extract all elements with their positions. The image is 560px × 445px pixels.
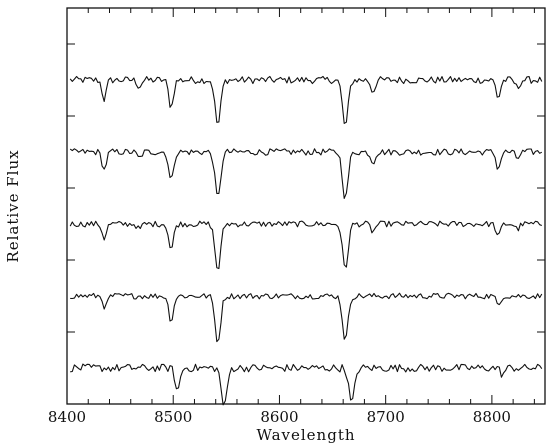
y-axis-label: Relative Flux bbox=[4, 149, 22, 262]
x-tick-label: 8700 bbox=[367, 408, 405, 426]
spectrum-line-4 bbox=[70, 292, 543, 343]
spectrum-line-2 bbox=[69, 148, 543, 199]
x-tick-label: 8600 bbox=[260, 408, 298, 426]
plot-frame bbox=[66, 7, 546, 405]
x-tick-labels: 8400 8500 8600 8700 8800 bbox=[48, 408, 511, 426]
spectrum-line-5 bbox=[70, 363, 543, 406]
x-tick-label: 8500 bbox=[154, 408, 192, 426]
spectrum-line-1 bbox=[69, 75, 543, 124]
x-tick-label: 8400 bbox=[48, 408, 86, 426]
x-axis-label: Wavelength bbox=[256, 426, 355, 444]
spectra-series bbox=[69, 75, 543, 406]
axis-ticks bbox=[66, 8, 545, 404]
x-tick-label: 8800 bbox=[473, 408, 511, 426]
spectrum-line-3 bbox=[69, 220, 542, 270]
